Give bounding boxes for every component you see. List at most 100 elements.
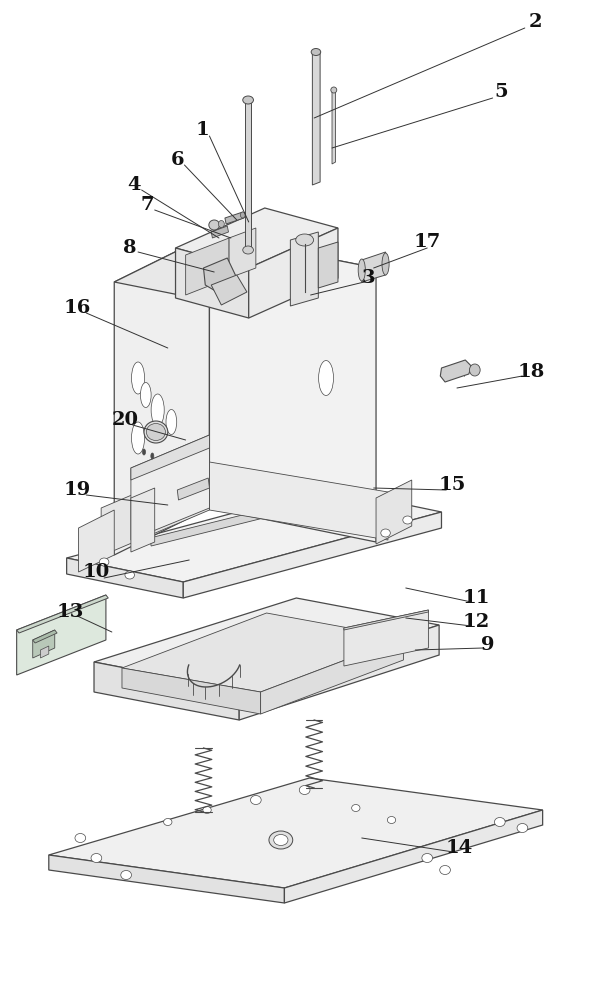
Polygon shape — [94, 598, 439, 690]
Ellipse shape — [131, 362, 145, 394]
Polygon shape — [183, 512, 441, 598]
Ellipse shape — [517, 823, 528, 832]
Text: 8: 8 — [123, 239, 136, 257]
Ellipse shape — [151, 453, 154, 459]
Ellipse shape — [209, 220, 220, 230]
Ellipse shape — [75, 833, 86, 842]
Text: 3: 3 — [362, 269, 375, 287]
Polygon shape — [49, 855, 284, 903]
Text: 19: 19 — [64, 481, 91, 499]
Ellipse shape — [243, 246, 253, 254]
Ellipse shape — [164, 818, 172, 825]
Polygon shape — [229, 228, 256, 278]
Text: 16: 16 — [64, 299, 91, 317]
Ellipse shape — [144, 421, 168, 443]
Polygon shape — [17, 595, 106, 675]
Ellipse shape — [440, 865, 450, 874]
Polygon shape — [33, 630, 55, 658]
Polygon shape — [209, 235, 376, 542]
Text: 10: 10 — [83, 563, 110, 581]
Ellipse shape — [203, 806, 211, 814]
Ellipse shape — [240, 212, 245, 218]
Polygon shape — [67, 558, 183, 598]
Polygon shape — [318, 242, 338, 288]
Polygon shape — [40, 646, 49, 658]
Polygon shape — [245, 100, 251, 252]
Ellipse shape — [140, 382, 151, 408]
Polygon shape — [239, 625, 439, 720]
Ellipse shape — [91, 853, 102, 862]
Text: 17: 17 — [414, 233, 441, 251]
Polygon shape — [312, 50, 320, 185]
Ellipse shape — [166, 409, 177, 434]
Polygon shape — [249, 228, 338, 318]
Polygon shape — [203, 258, 237, 292]
Text: 13: 13 — [57, 603, 84, 621]
Ellipse shape — [143, 449, 146, 455]
Ellipse shape — [151, 394, 164, 426]
Text: 2: 2 — [529, 13, 542, 31]
Polygon shape — [94, 662, 239, 720]
Ellipse shape — [146, 423, 165, 440]
Ellipse shape — [218, 221, 224, 228]
Text: 5: 5 — [494, 83, 508, 101]
Ellipse shape — [99, 558, 109, 566]
Polygon shape — [150, 506, 280, 546]
Ellipse shape — [125, 571, 134, 579]
Polygon shape — [17, 595, 108, 633]
Polygon shape — [122, 613, 403, 692]
Polygon shape — [114, 235, 376, 315]
Text: 6: 6 — [171, 151, 184, 169]
Ellipse shape — [243, 96, 253, 104]
Text: 14: 14 — [446, 839, 473, 857]
Polygon shape — [101, 462, 209, 556]
Polygon shape — [67, 488, 441, 582]
Polygon shape — [284, 810, 543, 903]
Polygon shape — [33, 630, 57, 643]
Ellipse shape — [387, 816, 396, 823]
Ellipse shape — [269, 831, 293, 849]
Text: 9: 9 — [481, 636, 494, 654]
Polygon shape — [122, 668, 261, 714]
Ellipse shape — [382, 253, 389, 275]
Text: 15: 15 — [439, 476, 466, 494]
Polygon shape — [440, 360, 471, 382]
Polygon shape — [131, 435, 209, 480]
Ellipse shape — [250, 796, 261, 804]
Text: 4: 4 — [127, 176, 140, 194]
Ellipse shape — [352, 804, 360, 812]
Polygon shape — [177, 478, 209, 500]
Ellipse shape — [274, 834, 288, 846]
Text: 7: 7 — [141, 196, 154, 214]
Polygon shape — [376, 480, 412, 544]
Polygon shape — [290, 232, 318, 306]
Polygon shape — [225, 212, 244, 224]
Polygon shape — [332, 90, 336, 164]
Ellipse shape — [469, 364, 480, 376]
Text: 11: 11 — [462, 589, 490, 607]
Polygon shape — [176, 248, 249, 318]
Text: 1: 1 — [195, 121, 209, 139]
Ellipse shape — [403, 516, 412, 524]
Ellipse shape — [296, 234, 314, 246]
Polygon shape — [131, 435, 209, 540]
Polygon shape — [131, 488, 155, 552]
Polygon shape — [176, 208, 338, 268]
Polygon shape — [344, 610, 428, 630]
Ellipse shape — [121, 870, 131, 880]
Polygon shape — [79, 510, 114, 572]
Text: 20: 20 — [111, 411, 139, 429]
Ellipse shape — [131, 422, 145, 454]
Ellipse shape — [311, 48, 321, 55]
Polygon shape — [211, 275, 247, 305]
Ellipse shape — [299, 786, 310, 794]
Polygon shape — [211, 226, 228, 238]
Ellipse shape — [494, 817, 505, 826]
Polygon shape — [114, 235, 209, 555]
Ellipse shape — [358, 259, 365, 281]
Ellipse shape — [381, 529, 390, 537]
Ellipse shape — [422, 853, 433, 862]
Polygon shape — [49, 778, 543, 888]
Polygon shape — [344, 610, 428, 666]
Text: 12: 12 — [462, 613, 490, 631]
